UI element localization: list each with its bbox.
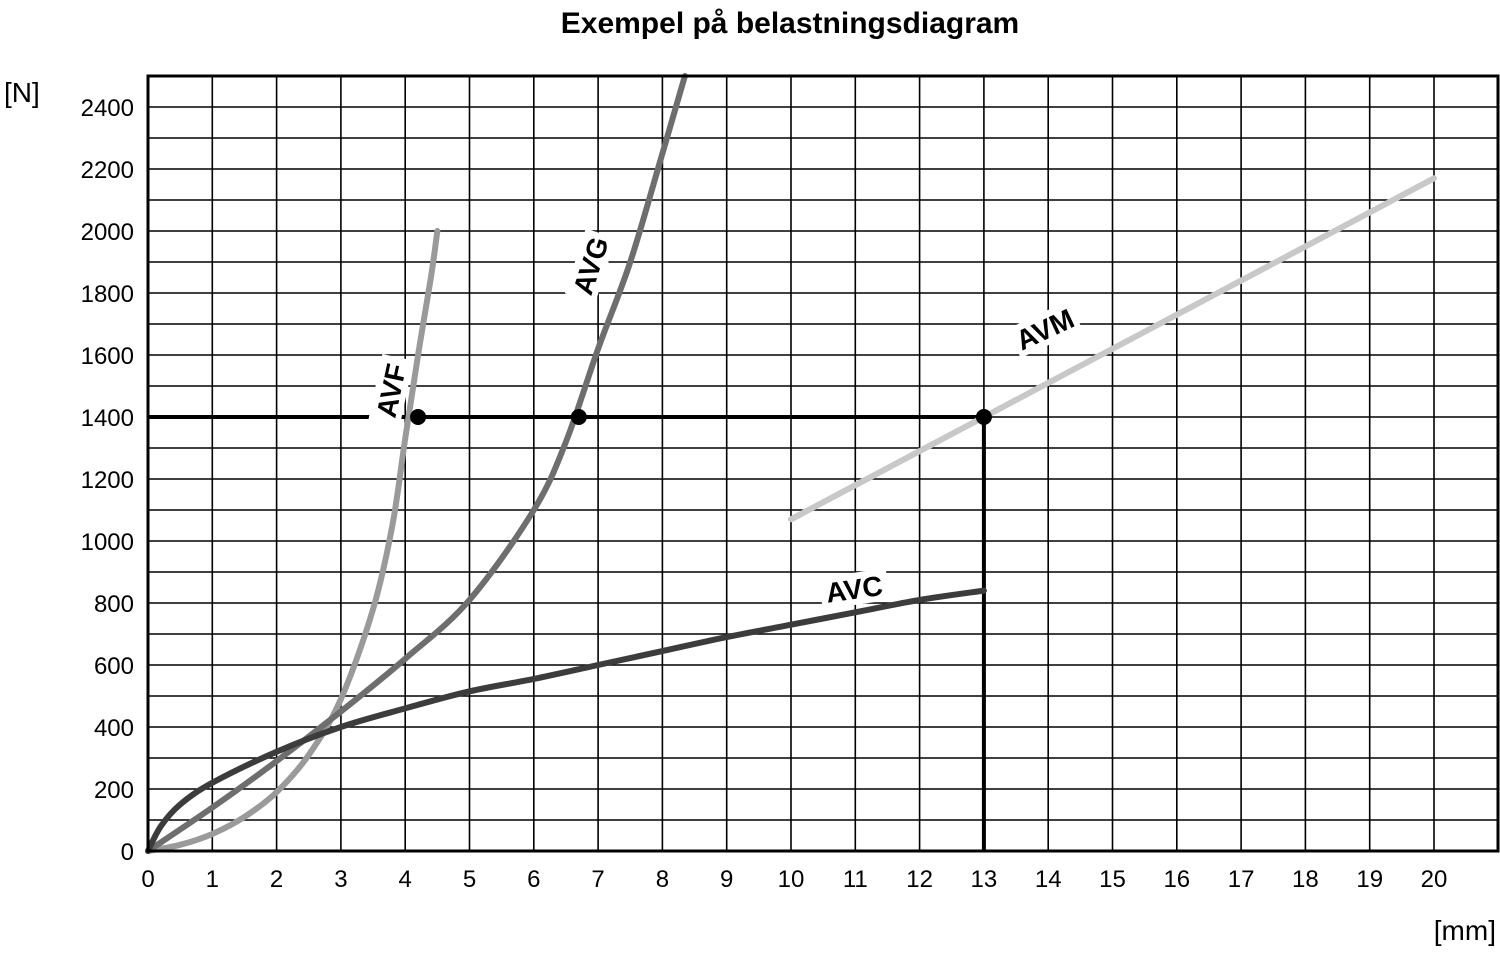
y-tick-label: 2200 xyxy=(81,157,134,184)
y-tick-label: 1000 xyxy=(81,529,134,556)
series-label-background xyxy=(1007,300,1083,359)
chart-title: Exempel på belastningsdiagram xyxy=(561,7,1019,40)
tick-labels: 0 1 2 3 4 5 6 7 8 9 10 11 12 13 14 15 16 17 18 19 2002004006… xyxy=(81,95,1448,893)
y-tick-label: 1600 xyxy=(81,343,134,370)
series-curves xyxy=(145,73,1437,854)
series-line-avc xyxy=(145,587,987,854)
grid-lines xyxy=(148,76,1498,851)
x-tick-label: 12 xyxy=(906,866,933,893)
x-tick-label: 4 xyxy=(399,866,412,893)
x-tick-label: 10 xyxy=(778,866,805,893)
x-tick-label: 15 xyxy=(1099,866,1126,893)
x-tick-label: 20 xyxy=(1421,866,1448,893)
series-label-group-avg: AVG xyxy=(564,228,617,304)
x-tick-label: 5 xyxy=(463,866,476,893)
y-tick-label: 1400 xyxy=(81,405,134,432)
plot-frame xyxy=(146,74,1500,853)
intersection-marker xyxy=(570,409,587,425)
x-tick-label: 2 xyxy=(270,866,283,893)
series-label-background xyxy=(368,353,414,428)
x-tick-label: 11 xyxy=(843,866,868,893)
x-tick-label: 3 xyxy=(334,866,347,893)
y-tick-label: 200 xyxy=(94,777,134,804)
x-tick-label: 18 xyxy=(1292,866,1319,893)
series-label-background xyxy=(564,228,617,304)
y-tick-label: 600 xyxy=(94,653,134,680)
x-tick-label: 8 xyxy=(656,866,669,893)
series-label-group-avm: AVM xyxy=(1007,300,1083,359)
x-tick-label: 7 xyxy=(591,866,604,893)
y-tick-label: 2000 xyxy=(81,219,134,246)
series-label-background xyxy=(818,568,891,610)
y-tick-label: 800 xyxy=(94,591,134,618)
series-line-avm xyxy=(788,175,1437,523)
intersection-markers xyxy=(410,409,992,425)
intersection-marker xyxy=(975,409,992,425)
series-label-avm: AVM xyxy=(1011,303,1079,357)
x-tick-label: 19 xyxy=(1356,866,1383,893)
x-tick-label: 17 xyxy=(1228,866,1255,893)
x-tick-label: 16 xyxy=(1163,866,1190,893)
y-tick-label: 0 xyxy=(121,839,134,866)
y-tick-label: 2400 xyxy=(81,95,134,122)
reference-lines xyxy=(148,415,986,851)
x-tick-label: 14 xyxy=(1035,866,1062,893)
intersection-marker xyxy=(410,409,427,425)
x-tick-label: 13 xyxy=(971,866,998,893)
x-tick-label: 6 xyxy=(527,866,540,893)
x-tick-label: 9 xyxy=(720,866,733,893)
x-tick-label: 0 xyxy=(141,866,154,893)
y-axis-unit-label: [N] xyxy=(4,77,40,108)
series-label-avg: AVG xyxy=(567,233,615,298)
y-tick-label: 1200 xyxy=(81,467,134,494)
x-tick-label: 1 xyxy=(206,866,219,893)
series-line-avg xyxy=(145,73,688,854)
y-tick-label: 1800 xyxy=(81,281,134,308)
series-line-avf xyxy=(145,228,441,854)
y-tick-label: 400 xyxy=(94,715,134,742)
x-axis-unit-label: [mm] xyxy=(1434,915,1496,946)
